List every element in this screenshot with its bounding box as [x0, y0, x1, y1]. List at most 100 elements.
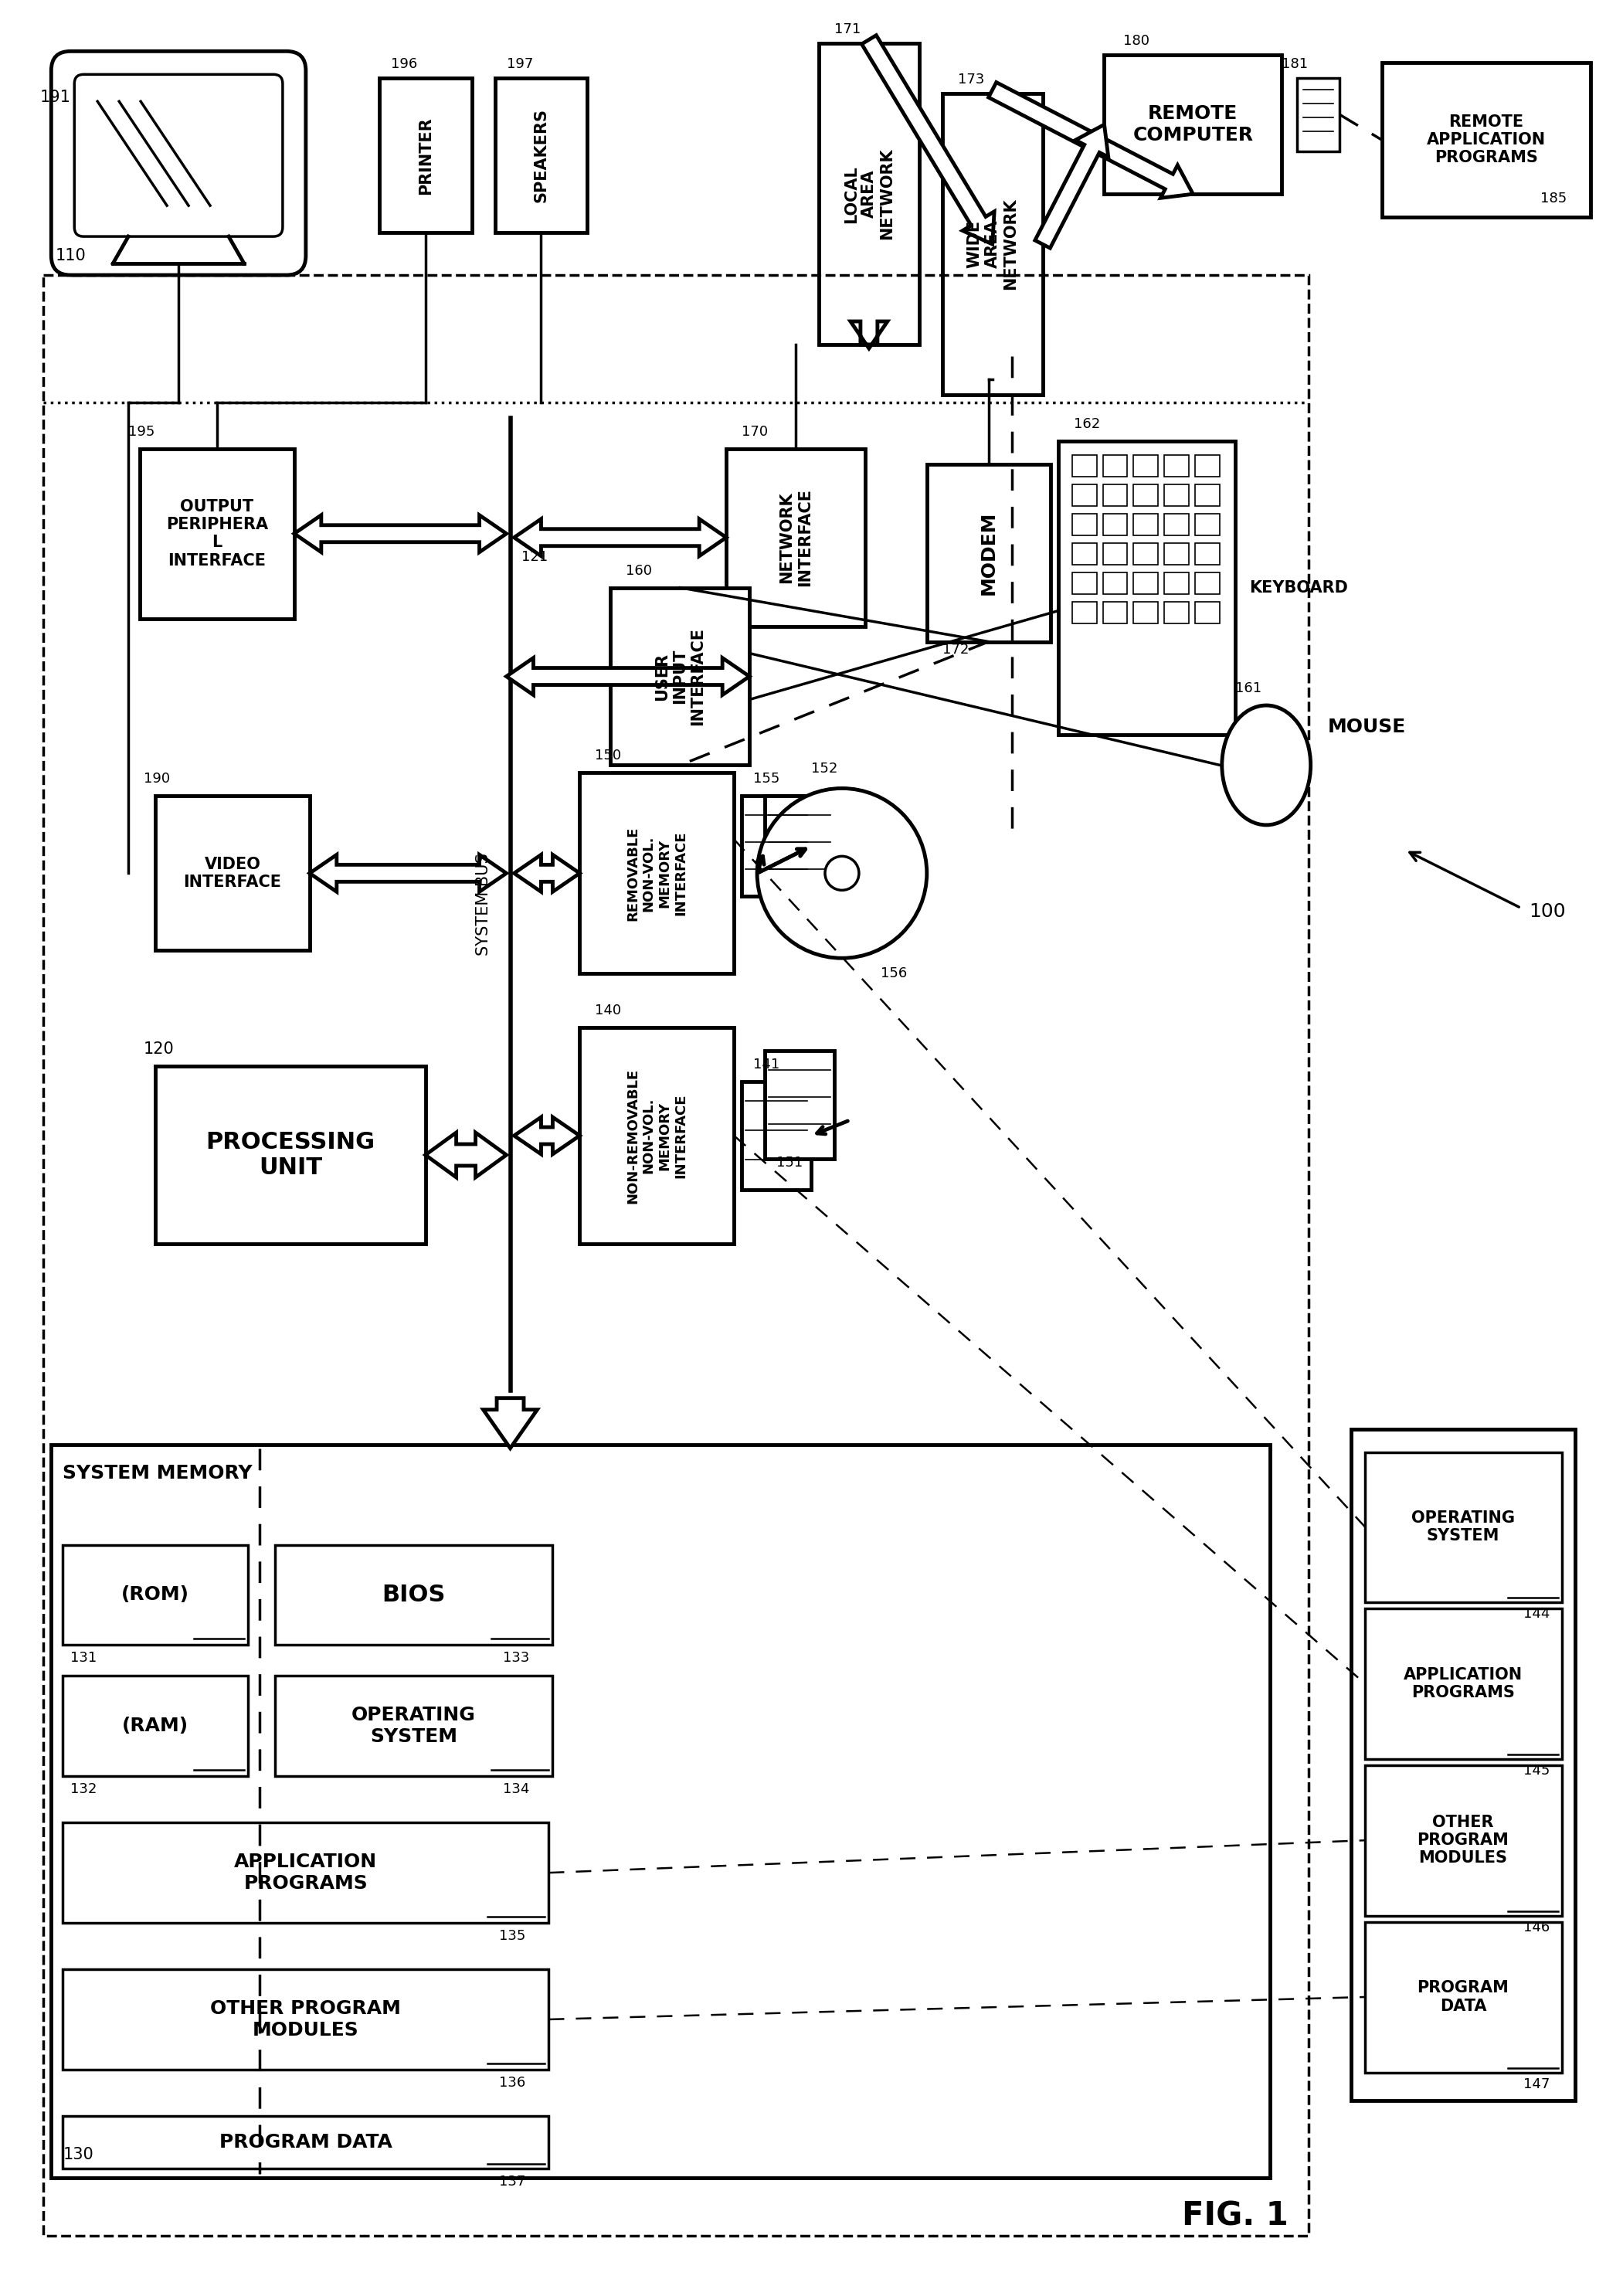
Bar: [1195, 514, 1220, 535]
Bar: [63, 1970, 549, 2069]
Bar: [380, 78, 472, 232]
Bar: [1383, 62, 1591, 218]
Text: NETWORK
INTERFACE: NETWORK INTERFACE: [779, 489, 813, 585]
FancyBboxPatch shape: [75, 73, 282, 236]
Text: 133: 133: [503, 1651, 529, 1665]
Text: 132: 132: [70, 1782, 97, 1795]
Polygon shape: [484, 1398, 537, 1449]
Text: REMOVABLE
NON-VOL.
MEMORY
INTERFACE: REMOVABLE NON-VOL. MEMORY INTERFACE: [626, 827, 688, 921]
Bar: [1297, 78, 1339, 152]
Text: 156: 156: [881, 967, 907, 980]
Text: 135: 135: [500, 1929, 526, 1942]
Bar: [943, 94, 1042, 395]
Bar: [1350, 1428, 1574, 2101]
Text: PROGRAM
DATA: PROGRAM DATA: [1417, 1981, 1509, 2014]
Polygon shape: [506, 659, 750, 696]
Bar: [764, 797, 834, 905]
Polygon shape: [514, 854, 579, 891]
Text: LOCAL
AREA
NETWORK: LOCAL AREA NETWORK: [844, 149, 894, 239]
Text: APPLICATION
PROGRAMS: APPLICATION PROGRAMS: [234, 1853, 377, 1892]
Bar: [63, 1676, 248, 1777]
Bar: [1058, 441, 1235, 735]
Bar: [1164, 602, 1190, 622]
Bar: [156, 797, 310, 951]
Polygon shape: [425, 1132, 506, 1178]
Text: 170: 170: [742, 425, 768, 439]
Bar: [1164, 455, 1190, 478]
Text: SYSTEM MEMORY: SYSTEM MEMORY: [63, 1463, 253, 1483]
Polygon shape: [988, 83, 1193, 197]
Text: 195: 195: [128, 425, 154, 439]
Ellipse shape: [1222, 705, 1311, 824]
Text: SYSTEM BUS: SYSTEM BUS: [476, 852, 492, 955]
Text: OPERATING
SYSTEM: OPERATING SYSTEM: [1412, 1511, 1514, 1543]
Text: 146: 146: [1524, 1919, 1550, 1936]
Bar: [1164, 484, 1190, 505]
Text: FIG. 1: FIG. 1: [1182, 2200, 1289, 2232]
Bar: [140, 448, 294, 618]
Text: VIDEO
INTERFACE: VIDEO INTERFACE: [183, 856, 281, 891]
Text: 181: 181: [1282, 57, 1308, 71]
Bar: [156, 1065, 425, 1244]
Polygon shape: [850, 321, 888, 349]
Text: 172: 172: [943, 643, 969, 657]
Text: 136: 136: [500, 2076, 526, 2089]
Bar: [742, 1081, 812, 1189]
Text: 141: 141: [753, 1058, 779, 1072]
Text: 173: 173: [958, 73, 984, 87]
Text: PROGRAM DATA: PROGRAM DATA: [219, 2133, 393, 2151]
Bar: [1071, 455, 1097, 478]
Polygon shape: [294, 514, 506, 551]
Bar: [1133, 514, 1159, 535]
Text: (ROM): (ROM): [122, 1587, 190, 1605]
Text: 162: 162: [1073, 418, 1100, 432]
Text: MODEM: MODEM: [979, 512, 998, 595]
Bar: [1195, 542, 1220, 565]
Bar: [1133, 602, 1159, 622]
Bar: [1104, 55, 1282, 195]
Bar: [1133, 542, 1159, 565]
Text: SPEAKERS: SPEAKERS: [534, 108, 549, 202]
Text: 134: 134: [503, 1782, 529, 1795]
Text: 196: 196: [391, 57, 417, 71]
Bar: [274, 1676, 553, 1777]
Bar: [820, 44, 919, 344]
Bar: [1365, 1609, 1561, 1759]
Bar: [1102, 455, 1128, 478]
Text: 120: 120: [144, 1042, 175, 1056]
Text: 140: 140: [596, 1003, 622, 1017]
Text: 171: 171: [834, 23, 860, 37]
Bar: [1133, 484, 1159, 505]
Text: OTHER
PROGRAM
MODULES: OTHER PROGRAM MODULES: [1417, 1814, 1509, 1867]
Bar: [1195, 572, 1220, 595]
Text: 197: 197: [506, 57, 532, 71]
Text: OTHER PROGRAM
MODULES: OTHER PROGRAM MODULES: [211, 2000, 401, 2039]
Bar: [1102, 602, 1128, 622]
Bar: [725, 448, 865, 627]
Circle shape: [756, 788, 927, 957]
Bar: [742, 797, 812, 895]
Bar: [1365, 1922, 1561, 2073]
Text: 147: 147: [1524, 2078, 1550, 2092]
Text: 144: 144: [1524, 1607, 1550, 1621]
Text: 137: 137: [500, 2174, 526, 2188]
Polygon shape: [1035, 124, 1109, 248]
Text: 151: 151: [776, 1155, 803, 1169]
Bar: [1071, 484, 1097, 505]
Polygon shape: [514, 1118, 579, 1155]
Text: APPLICATION
PROGRAMS: APPLICATION PROGRAMS: [1404, 1667, 1522, 1701]
Polygon shape: [514, 519, 725, 556]
Text: NON-REMOVABLE
NON-VOL.
MEMORY
INTERFACE: NON-REMOVABLE NON-VOL. MEMORY INTERFACE: [626, 1068, 688, 1203]
Text: BIOS: BIOS: [381, 1584, 446, 1607]
Polygon shape: [862, 34, 995, 243]
Bar: [1133, 572, 1159, 595]
Bar: [52, 1444, 1271, 2177]
Bar: [1164, 572, 1190, 595]
Text: 150: 150: [596, 748, 622, 762]
Bar: [1071, 514, 1097, 535]
Circle shape: [824, 856, 859, 891]
Text: 155: 155: [753, 771, 779, 785]
Text: 100: 100: [1529, 902, 1565, 921]
Bar: [1102, 542, 1128, 565]
Text: MOUSE: MOUSE: [1328, 716, 1406, 735]
